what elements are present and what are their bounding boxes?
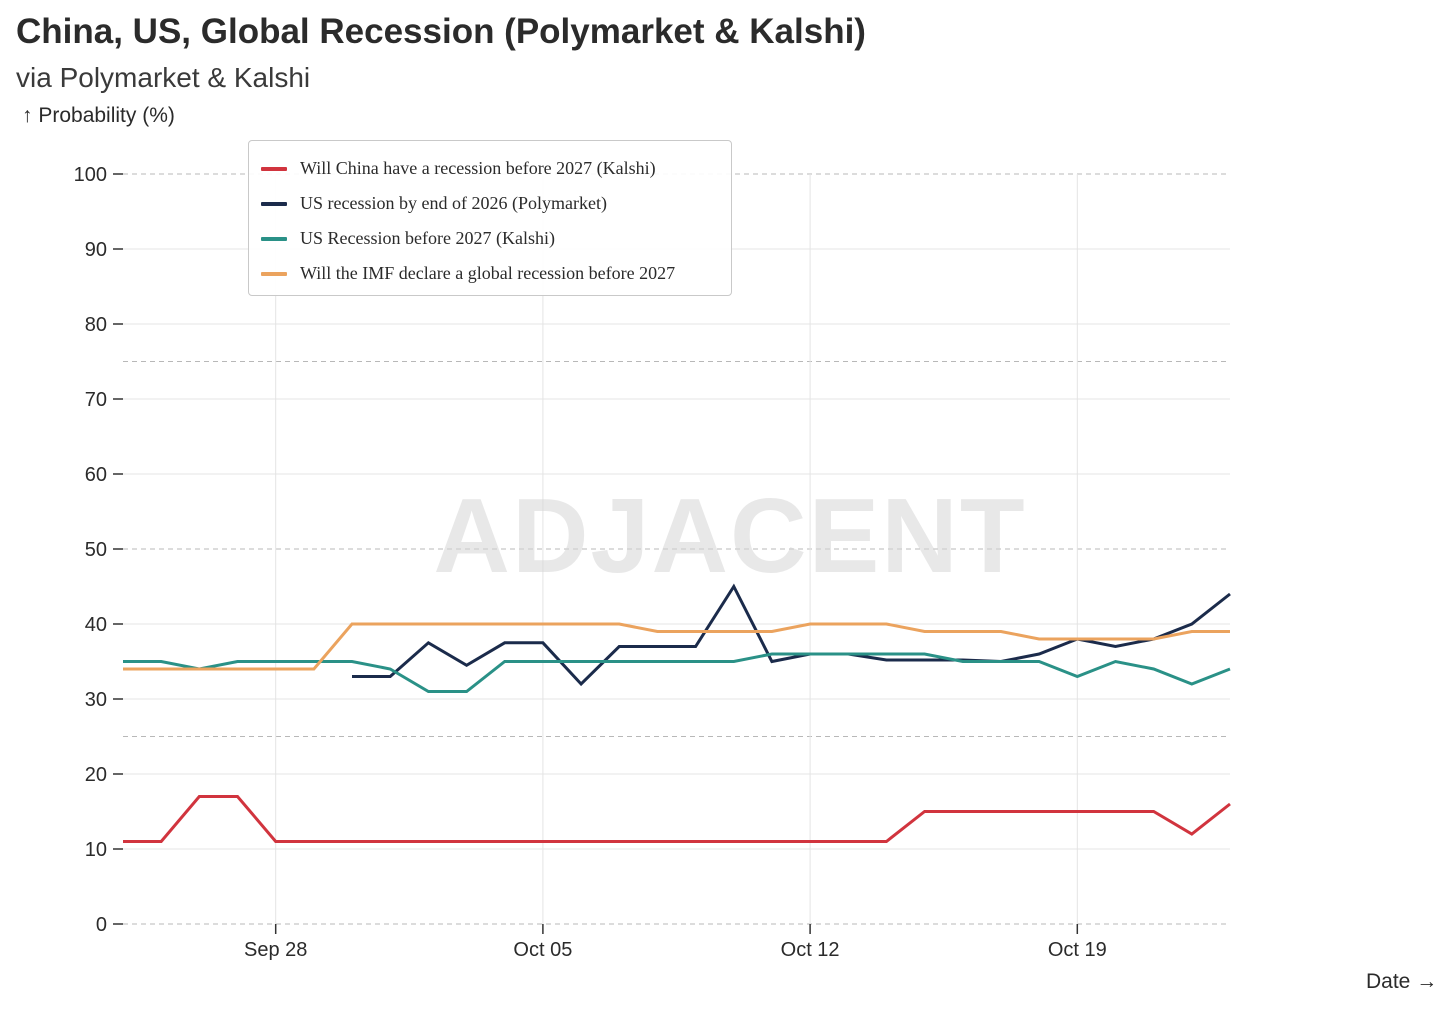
y-tick-label: 90 (85, 239, 107, 261)
legend-item: Will China have a recession before 2027 … (261, 151, 731, 186)
series-lines (123, 583, 1231, 843)
y-tick-label: 70 (85, 389, 107, 411)
axes: 0 10 20 30 40 50 60 70 80 90 100 Sep 28 Oct 05 Oct 12… (74, 164, 1107, 961)
legend-swatch (261, 271, 287, 276)
y-tick-label: 30 (85, 689, 107, 711)
legend: Will China have a recession before 2027 … (248, 140, 732, 296)
watermark-text: ADJACENT (433, 477, 1026, 595)
x-tick-label: Sep 28 (244, 939, 307, 961)
y-tick-label: 60 (85, 464, 107, 486)
chart-title: China, US, Global Recession (Polymarket … (16, 12, 866, 51)
legend-label: US recession by end of 2026 (Polymarket) (300, 193, 607, 213)
legend-label: Will the IMF declare a global recession … (300, 263, 676, 283)
legend-label: Will China have a recession before 2027 … (300, 158, 656, 178)
y-tick-label: 50 (85, 539, 107, 561)
x-tick-label: Oct 12 (781, 939, 840, 961)
legend-swatch (261, 166, 287, 171)
chart-subtitle: via Polymarket & Kalshi (16, 62, 311, 93)
y-tick-label: 100 (74, 164, 107, 186)
y-tick-label: 10 (85, 839, 107, 861)
x-tick-label: Oct 05 (513, 939, 572, 961)
legend-label: US Recession before 2027 (Kalshi) (300, 228, 555, 248)
series-line-1 (123, 795, 1231, 843)
grid-lines (123, 173, 1230, 925)
legend-item: US recession by end of 2026 (Polymarket) (261, 186, 731, 221)
y-tick-label: 80 (85, 314, 107, 336)
y-tick-label: 0 (96, 914, 107, 936)
y-tick-label: 40 (85, 614, 107, 636)
series-line-4 (123, 622, 1230, 671)
x-tick-label: Oct 19 (1048, 939, 1107, 961)
y-tick-label: 20 (85, 764, 107, 786)
legend-swatch (261, 201, 287, 206)
y-axis-label: ↑ Probability (%) (22, 104, 175, 127)
x-axis-label: Date → (1366, 970, 1438, 993)
legend-swatch (261, 236, 287, 241)
legend-item: Will the IMF declare a global recession … (261, 256, 731, 291)
series-line-3 (123, 652, 1231, 693)
legend-item: US Recession before 2027 (Kalshi) (261, 221, 731, 256)
